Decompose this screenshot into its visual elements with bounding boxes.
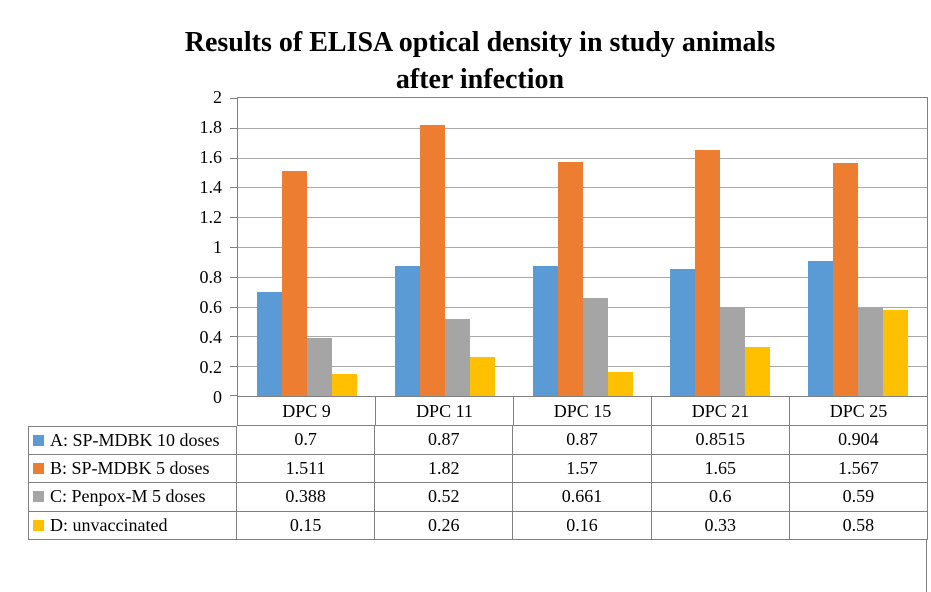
- y-axis-tick: [230, 247, 237, 248]
- value-c-dpc-25: 0.59: [789, 483, 929, 512]
- data-table: DPC 9 DPC 11 DPC 15 DPC 21 DPC 25 A: SP-MDBK…: [28, 397, 929, 540]
- table-header-dpc-9: DPC 9: [237, 397, 376, 426]
- table-row-b: B: SP-MDBK 5 doses 1.511 1.82 1.57 1.65 1.567: [28, 454, 929, 483]
- value-b-dpc-11: 1.82: [375, 454, 514, 483]
- legend-cell-a: A: SP-MDBK 10 doses: [28, 426, 237, 455]
- y-axis-label: 2: [213, 87, 222, 107]
- bar-a-dpc-21: [670, 269, 696, 396]
- bar-d-dpc-25: [883, 309, 909, 396]
- bar-b-dpc-25: [833, 162, 859, 396]
- y-axis-tick: [230, 127, 237, 129]
- value-a-dpc-15: 0.87: [513, 426, 652, 455]
- bar-a-dpc-15: [532, 266, 558, 396]
- chart-title: Results of ELISA optical density in stud…: [30, 24, 930, 98]
- y-axis-label: 1.4: [199, 177, 223, 197]
- y-axis-label: 1.8: [199, 117, 223, 137]
- gridline: [238, 157, 927, 159]
- value-a-dpc-25: 0.904: [789, 426, 929, 455]
- y-axis-tick: [230, 157, 237, 159]
- table-row-a: A: SP-MDBK 10 doses 0.7 0.87 0.87 0.8515 0.90…: [28, 426, 929, 455]
- y-axis-tick: [230, 187, 237, 189]
- value-d-dpc-21: 0.33: [651, 511, 790, 540]
- value-b-dpc-25: 1.567: [789, 454, 929, 483]
- gridline: [238, 247, 927, 248]
- table-header-dpc-21: DPC 21: [652, 397, 790, 426]
- y-axis-tick: [230, 395, 237, 396]
- y-axis-label: 0: [213, 387, 222, 407]
- y-axis-label: 1.2: [199, 207, 223, 227]
- y-axis-label: 0.8: [199, 267, 223, 287]
- chart-title-line-1: Results of ELISA optical density in stud…: [184, 27, 776, 58]
- value-a-dpc-21: 0.8515: [651, 426, 790, 455]
- bar-d-dpc-15: [607, 372, 633, 396]
- category-header-row: DPC 9 DPC 11 DPC 15 DPC 21 DPC 25: [237, 397, 928, 426]
- gridline: [238, 217, 927, 219]
- legend-swatch: [33, 434, 44, 446]
- legend-cell-d: D: unvaccinated: [28, 511, 237, 540]
- gridline: [238, 187, 927, 189]
- legend-cell-b: B: SP-MDBK 5 doses: [28, 454, 237, 483]
- bar-c-dpc-9: [306, 338, 332, 396]
- plot-area: [230, 97, 928, 397]
- y-axis: 2 1.8 1.6 1.4 1.2 1 0.8 0.6 0.4 0.2 0: [150, 0, 223, 592]
- table-row-c: C: Penpox-M 5 doses 0.388 0.52 0.661 0.6 0.59: [28, 483, 929, 512]
- legend-swatch: [33, 519, 44, 531]
- bar-d-dpc-11: [469, 357, 495, 396]
- value-a-dpc-9: 0.7: [237, 426, 376, 455]
- value-d-dpc-25: 0.58: [789, 511, 929, 540]
- value-b-dpc-15: 1.57: [513, 454, 652, 483]
- legend-label: B: SP-MDBK 5 doses: [50, 457, 210, 478]
- table-header-dpc-11: DPC 11: [376, 397, 514, 426]
- value-c-dpc-21: 0.6: [651, 483, 790, 512]
- bar-a-dpc-9: [256, 291, 282, 396]
- legend-swatch: [33, 462, 44, 474]
- bar-b-dpc-21: [695, 150, 721, 396]
- bar-c-dpc-11: [444, 318, 470, 396]
- legend-label: A: SP-MDBK 10 doses: [50, 429, 220, 450]
- y-axis-label: 1.6: [199, 147, 223, 167]
- y-axis-tick: [230, 98, 237, 99]
- table-body: A: SP-MDBK 10 doses 0.7 0.87 0.87 0.8515 0.90…: [28, 426, 929, 540]
- legend-label: C: Penpox-M 5 doses: [50, 486, 206, 507]
- value-c-dpc-15: 0.661: [513, 483, 652, 512]
- gridline: [238, 276, 927, 278]
- bar-a-dpc-11: [394, 266, 420, 396]
- value-b-dpc-21: 1.65: [651, 454, 790, 483]
- table-row-d: D: unvaccinated 0.15 0.26 0.16 0.33 0.58: [28, 511, 929, 540]
- bar-c-dpc-21: [720, 306, 746, 396]
- value-c-dpc-11: 0.52: [375, 483, 514, 512]
- value-d-dpc-11: 0.26: [375, 511, 514, 540]
- bar-a-dpc-25: [808, 261, 834, 396]
- y-axis-tick: [230, 217, 237, 219]
- y-axis-tick: [230, 336, 237, 338]
- legend-cell-c: C: Penpox-M 5 doses: [28, 483, 237, 512]
- y-axis-tick: [230, 306, 237, 308]
- legend-label: D: unvaccinated: [50, 514, 168, 535]
- bar-c-dpc-15: [582, 297, 608, 396]
- y-axis-label: 0.2: [199, 357, 223, 377]
- bar-b-dpc-15: [557, 162, 583, 396]
- y-axis-tick: [230, 276, 237, 278]
- gridline: [238, 127, 927, 129]
- value-c-dpc-9: 0.388: [237, 483, 376, 512]
- chart-area-right-border: [926, 540, 927, 592]
- value-d-dpc-15: 0.16: [513, 511, 652, 540]
- bar-d-dpc-9: [331, 373, 357, 396]
- chart-title-line-2: after infection: [395, 64, 565, 95]
- value-d-dpc-9: 0.15: [237, 511, 376, 540]
- bar-b-dpc-9: [281, 170, 307, 396]
- value-a-dpc-11: 0.87: [375, 426, 514, 455]
- bar-d-dpc-21: [745, 346, 771, 396]
- y-axis-label: 0.6: [199, 297, 223, 317]
- bar-b-dpc-11: [419, 124, 445, 396]
- table-header-dpc-25: DPC 25: [790, 397, 928, 426]
- y-axis-label: 0.4: [199, 327, 223, 347]
- bar-c-dpc-25: [858, 308, 884, 396]
- table-header-dpc-15: DPC 15: [514, 397, 652, 426]
- y-axis-tick: [230, 366, 237, 368]
- y-axis-label: 1: [213, 237, 222, 257]
- value-b-dpc-9: 1.511: [237, 454, 376, 483]
- legend-swatch: [33, 491, 44, 503]
